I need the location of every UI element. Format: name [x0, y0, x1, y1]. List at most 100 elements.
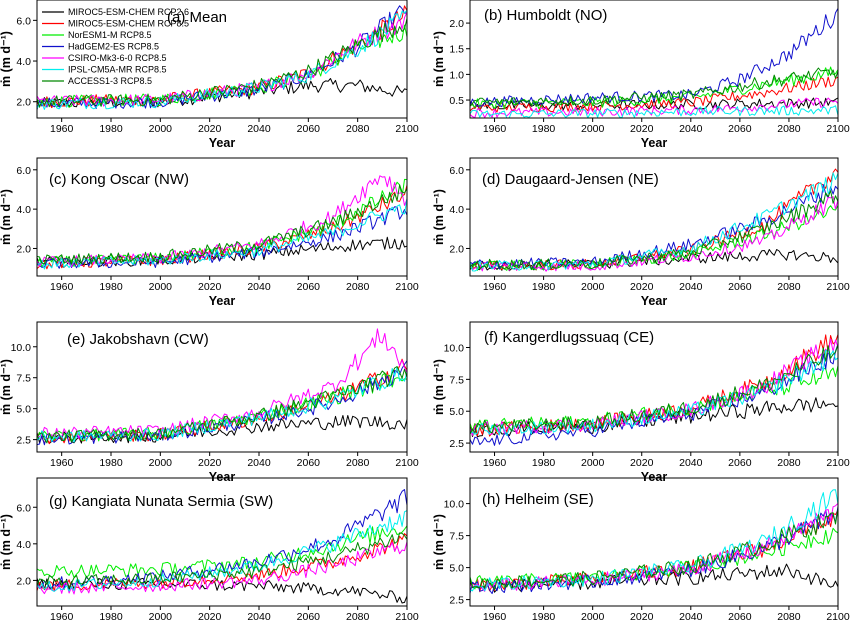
y-tick-label: 2.0	[449, 243, 464, 255]
y-tick-label: 4.0	[16, 56, 31, 68]
series-group	[37, 328, 407, 446]
y-tick-label: 2.5	[449, 595, 464, 607]
legend-entry: MIROC5-ESM-CHEM RCP2.6	[68, 7, 189, 17]
legend-entry: HadGEM2-ES RCP8.5	[68, 42, 159, 52]
x-tick-label: 2080	[777, 457, 801, 469]
panel-8: 1960 1980 2000 2020 2040 2060 2080 2100 2.5 5.0 7.…	[432, 477, 850, 620]
x-tick-label: 2000	[581, 123, 605, 135]
y-tick-label: 2.5	[16, 435, 31, 447]
plot-frame	[469, 477, 839, 607]
plot-frame	[36, 157, 408, 277]
legend-entry: NorESM1-M RCP8.5	[68, 30, 152, 40]
x-tick-label: 2060	[297, 457, 321, 469]
x-tick-label: 2100	[826, 281, 850, 293]
y-tick-label: 4.0	[16, 539, 31, 551]
x-tick-label: 2020	[630, 457, 654, 469]
series-line-6	[470, 349, 838, 436]
series-line-6	[470, 105, 838, 118]
y-tick-label: 7.5	[449, 531, 464, 543]
y-tick-label: 5.0	[449, 563, 464, 575]
y-tick-label: 5.0	[449, 406, 464, 418]
y-tick-label: 2.0	[16, 243, 31, 255]
series-line-1	[37, 415, 407, 444]
series-group	[470, 8, 838, 118]
plot-frame	[469, 321, 839, 453]
panel-title: (c) Kong Oscar (NW)	[49, 171, 189, 188]
x-tick-label: 1980	[99, 611, 123, 620]
x-tick-label: 2060	[728, 611, 752, 620]
x-tick-label: 2100	[826, 611, 850, 620]
x-tick-label: 2080	[346, 457, 370, 469]
series-line-7	[37, 532, 407, 588]
series-line-7	[470, 67, 838, 107]
panel-7: 1960 1980 2000 2020 2040 2060 2080 2100 2.0 4.0 6.…	[0, 477, 419, 620]
series-line-3	[470, 365, 838, 432]
x-tick-label: 2080	[346, 281, 370, 293]
legend-entry: CSIRO-Mk3-6-0 RCP8.5	[68, 53, 167, 63]
x-axis-label: Year	[209, 470, 236, 484]
x-tick-label: 2000	[149, 281, 173, 293]
y-tick-label: 10.0	[444, 499, 465, 511]
x-tick-label: 2080	[777, 281, 801, 293]
x-tick-label: 2020	[198, 611, 222, 620]
y-axis-label: ṁ (m d⁻¹)	[0, 189, 13, 245]
x-tick-label: 2020	[198, 457, 222, 469]
series-line-5	[37, 11, 407, 107]
y-axis-label: ṁ (m d⁻¹)	[0, 514, 13, 570]
plot-frame	[469, 157, 839, 277]
series-line-4	[37, 360, 407, 446]
panel-title: (b) Humboldt (NO)	[484, 7, 607, 24]
plot-frame	[469, 0, 839, 119]
x-tick-label: 2060	[297, 281, 321, 293]
x-tick-label: 2040	[247, 611, 271, 620]
x-tick-label: 2100	[826, 457, 850, 469]
series-group	[37, 5, 407, 110]
panel-2: 1960 1980 2000 2020 2040 2060 2080 2100 0.5 1.0 1.…	[432, 0, 850, 150]
x-tick-label: 2020	[630, 123, 654, 135]
panel-5: 1960 1980 2000 2020 2040 2060 2080 2100 2.5 5.0 7.…	[0, 321, 419, 484]
panel-4: 1960 1980 2000 2020 2040 2060 2080 2100 2.0 4.0 6.…	[432, 157, 850, 308]
series-line-3	[37, 525, 407, 578]
y-tick-label: 6.0	[449, 165, 464, 177]
x-tick-label: 2000	[581, 281, 605, 293]
y-tick-label: 6.0	[16, 15, 31, 27]
x-tick-label: 1980	[532, 457, 556, 469]
x-axis-label: Year	[641, 136, 668, 150]
plot-frame	[36, 477, 408, 607]
y-tick-label: 7.5	[16, 373, 31, 385]
series-line-7	[37, 18, 407, 108]
x-tick-label: 2100	[395, 457, 419, 469]
series-line-6	[37, 510, 407, 592]
x-tick-label: 1980	[99, 123, 123, 135]
series-line-2	[470, 76, 838, 113]
series-line-5	[470, 196, 838, 272]
x-tick-label: 2040	[247, 123, 271, 135]
series-line-2	[37, 184, 407, 270]
x-tick-label: 1980	[532, 281, 556, 293]
x-tick-label: 2020	[198, 281, 222, 293]
y-tick-label: 6.0	[16, 502, 31, 514]
x-tick-label: 2040	[679, 281, 703, 293]
y-axis-label: ṁ (m d⁻¹)	[432, 514, 446, 570]
x-axis-label: Year	[641, 294, 668, 308]
series-line-7	[37, 366, 407, 444]
series-line-5	[470, 502, 838, 592]
legend-entry: MIROC5-ESM-CHEM RCP8.5	[68, 19, 189, 29]
y-tick-label: 5.0	[16, 404, 31, 416]
x-tick-label: 2100	[826, 123, 850, 135]
x-tick-label: 1960	[483, 611, 507, 620]
x-tick-label: 2040	[679, 457, 703, 469]
y-tick-label: 2.0	[449, 18, 464, 30]
y-tick-label: 6.0	[16, 165, 31, 177]
legend: MIROC5-ESM-CHEM RCP2.6 MIROC5-ESM-CHEM RC…	[42, 7, 189, 86]
y-tick-label: 10.0	[11, 342, 32, 354]
y-tick-label: 10.0	[444, 342, 465, 354]
panel-3: 1960 1980 2000 2020 2040 2060 2080 2100 2.0 4.0 6.…	[0, 157, 419, 308]
x-tick-label: 2020	[198, 123, 222, 135]
series-line-7	[37, 184, 407, 265]
series-line-4	[37, 206, 407, 269]
x-tick-label: 2060	[297, 611, 321, 620]
x-tick-label: 1980	[99, 457, 123, 469]
x-tick-label: 1960	[483, 281, 507, 293]
series-line-6	[37, 198, 407, 270]
